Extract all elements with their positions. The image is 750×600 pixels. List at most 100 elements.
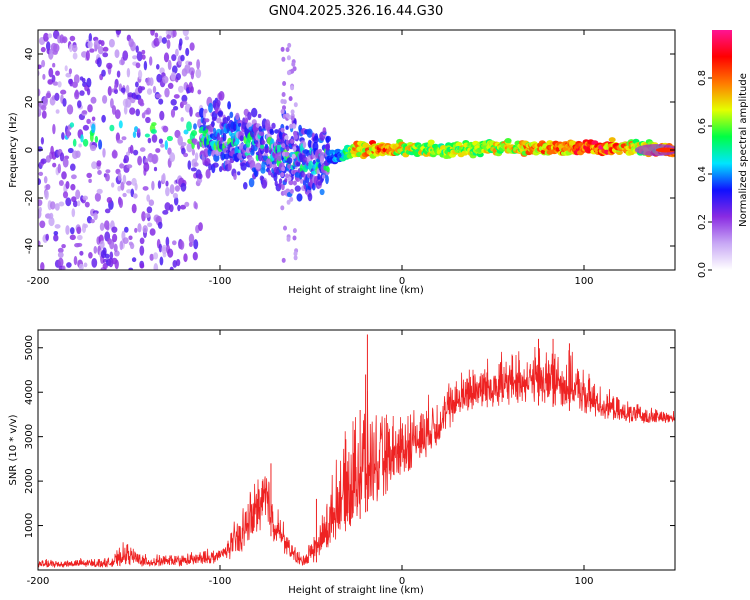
spectrogram-cell <box>146 194 151 202</box>
spectrogram-cell <box>185 47 190 57</box>
spectrogram-cell <box>109 124 115 132</box>
spectrogram-cell <box>117 172 122 181</box>
spectrogram-cell <box>96 57 102 68</box>
spectrogram-cell <box>106 197 113 204</box>
colorbar <box>712 30 732 270</box>
spectrogram-cell <box>49 201 56 210</box>
spectrogram-cell <box>130 97 136 104</box>
spectrogram-cell <box>284 178 288 183</box>
spectrogram-cell <box>108 38 115 48</box>
spectrogram-cell <box>61 244 66 249</box>
spectrogram-cell <box>289 188 294 194</box>
spectrogram-cell <box>285 125 289 130</box>
spectrogram-cell <box>311 182 316 191</box>
spectrogram-cell <box>285 113 290 118</box>
spectrogram-cell <box>156 64 160 70</box>
spectrogram-cell <box>248 177 255 188</box>
spectrogram-cell <box>62 157 69 168</box>
snr-ytick-label: 2000 <box>24 468 35 493</box>
spectrogram-cell <box>280 172 285 178</box>
spectrogram-cell <box>162 210 169 215</box>
spectrogram-cell <box>325 174 329 185</box>
spectrogram-cell <box>307 192 313 202</box>
spectrogram-cell <box>427 139 435 145</box>
spectrogram-cell <box>68 68 72 75</box>
spectrogram-cell <box>211 120 215 128</box>
spectrogram-cell <box>142 186 149 191</box>
spectrogram-cell <box>260 144 265 149</box>
spectrogram-cell <box>111 150 118 159</box>
spectrogram-cell <box>167 82 174 89</box>
spectrogram-cell <box>291 61 296 67</box>
spectrogram-cell <box>53 43 60 53</box>
spectrogram-cell <box>45 233 49 241</box>
spectrogram-cell <box>71 174 77 180</box>
spectrogram-cell <box>189 42 195 51</box>
spectrogram-cell <box>144 133 150 138</box>
spectrogram-cell <box>153 37 160 47</box>
spectrogram-cell <box>72 138 77 147</box>
spectrogram-cell <box>139 147 146 152</box>
colorbar-tick-label: 0.0 <box>697 262 708 278</box>
spectrogram-cell <box>69 44 73 53</box>
spectrogram-cell <box>104 208 111 214</box>
spectrogram-cell <box>167 147 172 155</box>
snr-ytick-label: 3000 <box>24 424 35 449</box>
spectrogram-cell <box>126 189 132 194</box>
spectrogram-cell <box>184 201 190 207</box>
spectrogram-cell <box>175 259 181 267</box>
spectrogram-cell <box>86 77 92 88</box>
spectrogram-ytick-label: 20 <box>24 96 35 109</box>
spectrogram-cell <box>54 224 61 229</box>
spectrogram-cell <box>281 183 285 191</box>
spectrogram-cell <box>157 180 162 189</box>
spectrogram-cell <box>114 109 121 120</box>
spectrogram-cell <box>45 92 52 99</box>
spectrogram-cell <box>227 101 232 110</box>
spectrogram-cell <box>90 219 95 224</box>
spectrogram-cell <box>172 240 177 246</box>
spectrogram-cell <box>183 129 189 135</box>
spectrogram-cell <box>102 46 109 52</box>
spectrogram-cell <box>280 205 285 211</box>
spectrogram-cell <box>181 94 188 103</box>
spectrogram-cell <box>265 119 271 129</box>
spectrogram-cell <box>137 155 143 166</box>
spectrogram-cell <box>111 226 118 233</box>
spectrogram-cell <box>193 123 197 130</box>
spectrogram-cell <box>146 206 153 214</box>
spectrogram-cell <box>93 246 98 254</box>
spectrogram-cell <box>211 116 217 122</box>
spectrogram-cell <box>188 61 193 66</box>
spectrogram-cell <box>281 151 286 157</box>
spectrogram-cell <box>194 152 199 161</box>
spectrogram-cell <box>286 236 291 242</box>
spectrogram-ytick-label: 40 <box>24 48 35 61</box>
spectrogram-cell <box>72 52 78 60</box>
spectrogram-cell <box>138 69 143 80</box>
spectrogram-cell <box>240 162 247 171</box>
spectrogram-cell <box>285 173 289 179</box>
spectrogram-cell <box>325 143 330 151</box>
spectrogram-cell <box>91 123 96 134</box>
spectrogram-cell <box>73 255 78 266</box>
spectrogram-cell <box>261 140 266 145</box>
spectrogram-cell <box>274 129 279 134</box>
spectrogram-cell <box>150 129 157 134</box>
spectrogram-cell <box>151 134 158 143</box>
spectrogram-cell <box>149 56 153 66</box>
spectrogram-cell <box>290 85 295 91</box>
spectrogram-cell <box>42 73 46 80</box>
spectrogram-cell <box>159 110 165 121</box>
spectrogram-cell <box>239 135 244 142</box>
spectrogram-cell <box>149 77 154 87</box>
spectrogram-cell <box>289 196 294 202</box>
spectrogram-cell <box>122 237 129 245</box>
spectrogram-cell <box>289 123 294 129</box>
spectrogram-cell <box>191 130 197 137</box>
spectrogram-cell <box>101 114 106 123</box>
spectrogram-cell <box>128 235 133 241</box>
spectrogram-cell <box>292 180 297 186</box>
spectrogram-xlabel: Height of straight line (km) <box>288 285 424 296</box>
spectrogram-cell <box>88 33 93 43</box>
